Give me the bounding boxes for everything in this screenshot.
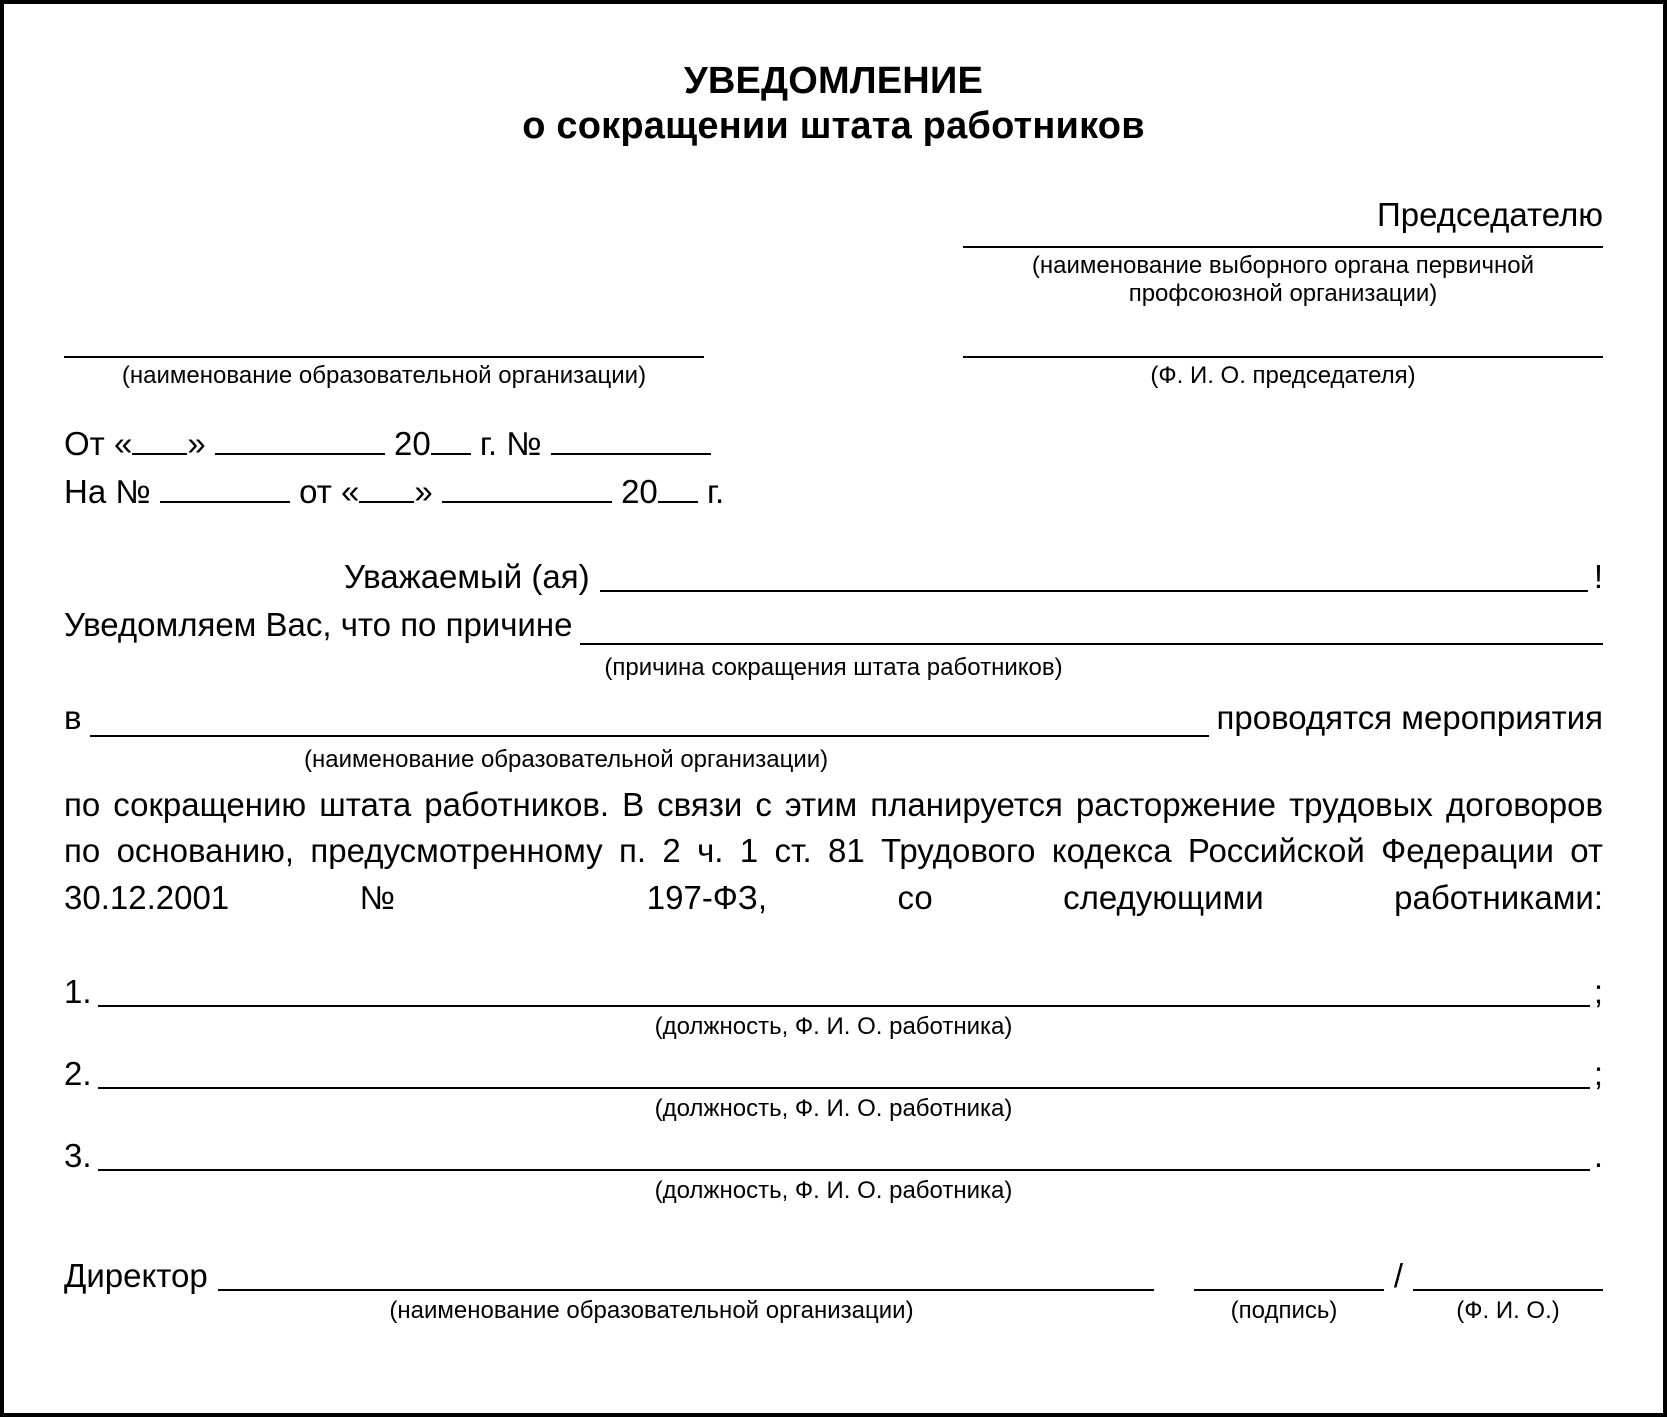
emp-field-3[interactable] <box>98 1141 1590 1171</box>
chairman-label: Председателю <box>963 196 1603 234</box>
signature-role: Директор <box>64 1257 218 1295</box>
org-name-caption: (наименование образовательной организаци… <box>64 362 704 390</box>
signature-captions: (наименование образовательной организаци… <box>64 1297 1603 1325</box>
union-body-caption: (наименование выборного органа первичной… <box>963 252 1603 308</box>
ref-no: № <box>497 425 551 462</box>
emp-term-2: ; <box>1590 1055 1603 1093</box>
org-field[interactable] <box>90 707 1209 737</box>
addressee-right: Председателю (наименование выборного орг… <box>963 196 1603 390</box>
ref-ot: От « <box>64 425 132 462</box>
ref-day2[interactable] <box>359 471 414 503</box>
emp-num-1: 1. <box>64 973 98 1011</box>
org-name-line[interactable] <box>64 352 704 358</box>
title-line1: УВЕДОМЛЕНИЕ <box>64 60 1603 103</box>
ref-month[interactable] <box>215 423 385 455</box>
chairman-fio-line[interactable] <box>963 352 1603 358</box>
document-page: УВЕДОМЛЕНИЕ о сокращении штата работнико… <box>0 0 1667 1417</box>
title-block: УВЕДОМЛЕНИЕ о сокращении штата работнико… <box>64 60 1603 148</box>
addressee-left: (наименование образовательной организаци… <box>64 307 704 390</box>
salutation: Уважаемый (ая) ! <box>64 558 1603 596</box>
salutation-name-line[interactable] <box>600 562 1588 592</box>
emp-field-2[interactable] <box>98 1059 1590 1089</box>
org-line-suffix: проводятся мероприятия <box>1209 695 1603 742</box>
ref-yy2[interactable] <box>658 471 698 503</box>
ref-month2[interactable] <box>442 471 612 503</box>
ref-yy[interactable] <box>431 423 471 455</box>
ref-q1: » <box>187 425 215 462</box>
signature-org-line[interactable] <box>218 1261 1154 1291</box>
chairman-fio-caption: (Ф. И. О. председателя) <box>963 362 1603 390</box>
employee-row-1: 1. ; <box>64 973 1603 1011</box>
emp-term-3: . <box>1590 1137 1603 1175</box>
org-line-prefix: в <box>64 695 90 742</box>
reference-line1: От « » 20 г. № <box>64 420 1603 468</box>
ref-na-num[interactable] <box>160 471 290 503</box>
ref-20b: 20 <box>612 473 658 510</box>
emp-num-3: 3. <box>64 1137 98 1175</box>
emp-num-2: 2. <box>64 1055 98 1093</box>
signature-caption-fio: (Ф. И. О.) <box>1413 1297 1603 1325</box>
body-paragraph: по сокращению штата работников. В связи … <box>64 782 1603 969</box>
signature-row: Директор / <box>64 1257 1603 1295</box>
signature-fio-line[interactable] <box>1413 1261 1603 1291</box>
ref-yb: г. <box>698 473 724 510</box>
reference-line2: На № от « » 20 г. <box>64 468 1603 516</box>
salutation-suffix: ! <box>1594 558 1603 596</box>
signature-caption-sign: (подпись) <box>1189 1297 1379 1325</box>
emp-field-1[interactable] <box>98 977 1590 1007</box>
org-line-caption: (наименование образовательной организаци… <box>64 743 1603 777</box>
reason-prefix: Уведомляем Вас, что по причине <box>64 602 580 649</box>
signature-slash: / <box>1384 1257 1413 1295</box>
emp-term-1: ; <box>1590 973 1603 1011</box>
ref-20a: 20 <box>385 425 431 462</box>
reason-field[interactable] <box>580 615 1603 645</box>
signature-caption-org: (наименование образовательной организаци… <box>64 1297 1149 1325</box>
reason-caption: (причина сокращения штата работников) <box>64 651 1603 685</box>
ref-na: На № <box>64 473 160 510</box>
union-body-line[interactable] <box>963 242 1603 248</box>
ref-q2: » <box>414 473 442 510</box>
reason-line: Уведомляем Вас, что по причине <box>64 602 1603 649</box>
employee-row-3: 3. . <box>64 1137 1603 1175</box>
title-line2: о сокращении штата работников <box>64 105 1603 148</box>
emp-caption-2: (должность, Ф. И. О. работника) <box>64 1095 1603 1123</box>
emp-caption-1: (должность, Ф. И. О. работника) <box>64 1013 1603 1041</box>
body-block: Уведомляем Вас, что по причине (причина … <box>64 602 1603 969</box>
employee-row-2: 2. ; <box>64 1055 1603 1093</box>
reference-block: От « » 20 г. № На № от « » 20 г. <box>64 420 1603 516</box>
addressee-row: (наименование образовательной организаци… <box>64 196 1603 390</box>
ref-day[interactable] <box>132 423 187 455</box>
org-line: в проводятся мероприятия <box>64 695 1603 742</box>
ref-ot2: от « <box>290 473 359 510</box>
ref-ya: г. <box>471 425 497 462</box>
ref-num[interactable] <box>551 423 711 455</box>
employee-list: 1. ; (должность, Ф. И. О. работника) 2. … <box>64 973 1603 1205</box>
signature-sign-line[interactable] <box>1194 1261 1384 1291</box>
emp-caption-3: (должность, Ф. И. О. работника) <box>64 1177 1603 1205</box>
salutation-prefix: Уважаемый (ая) <box>344 558 590 596</box>
